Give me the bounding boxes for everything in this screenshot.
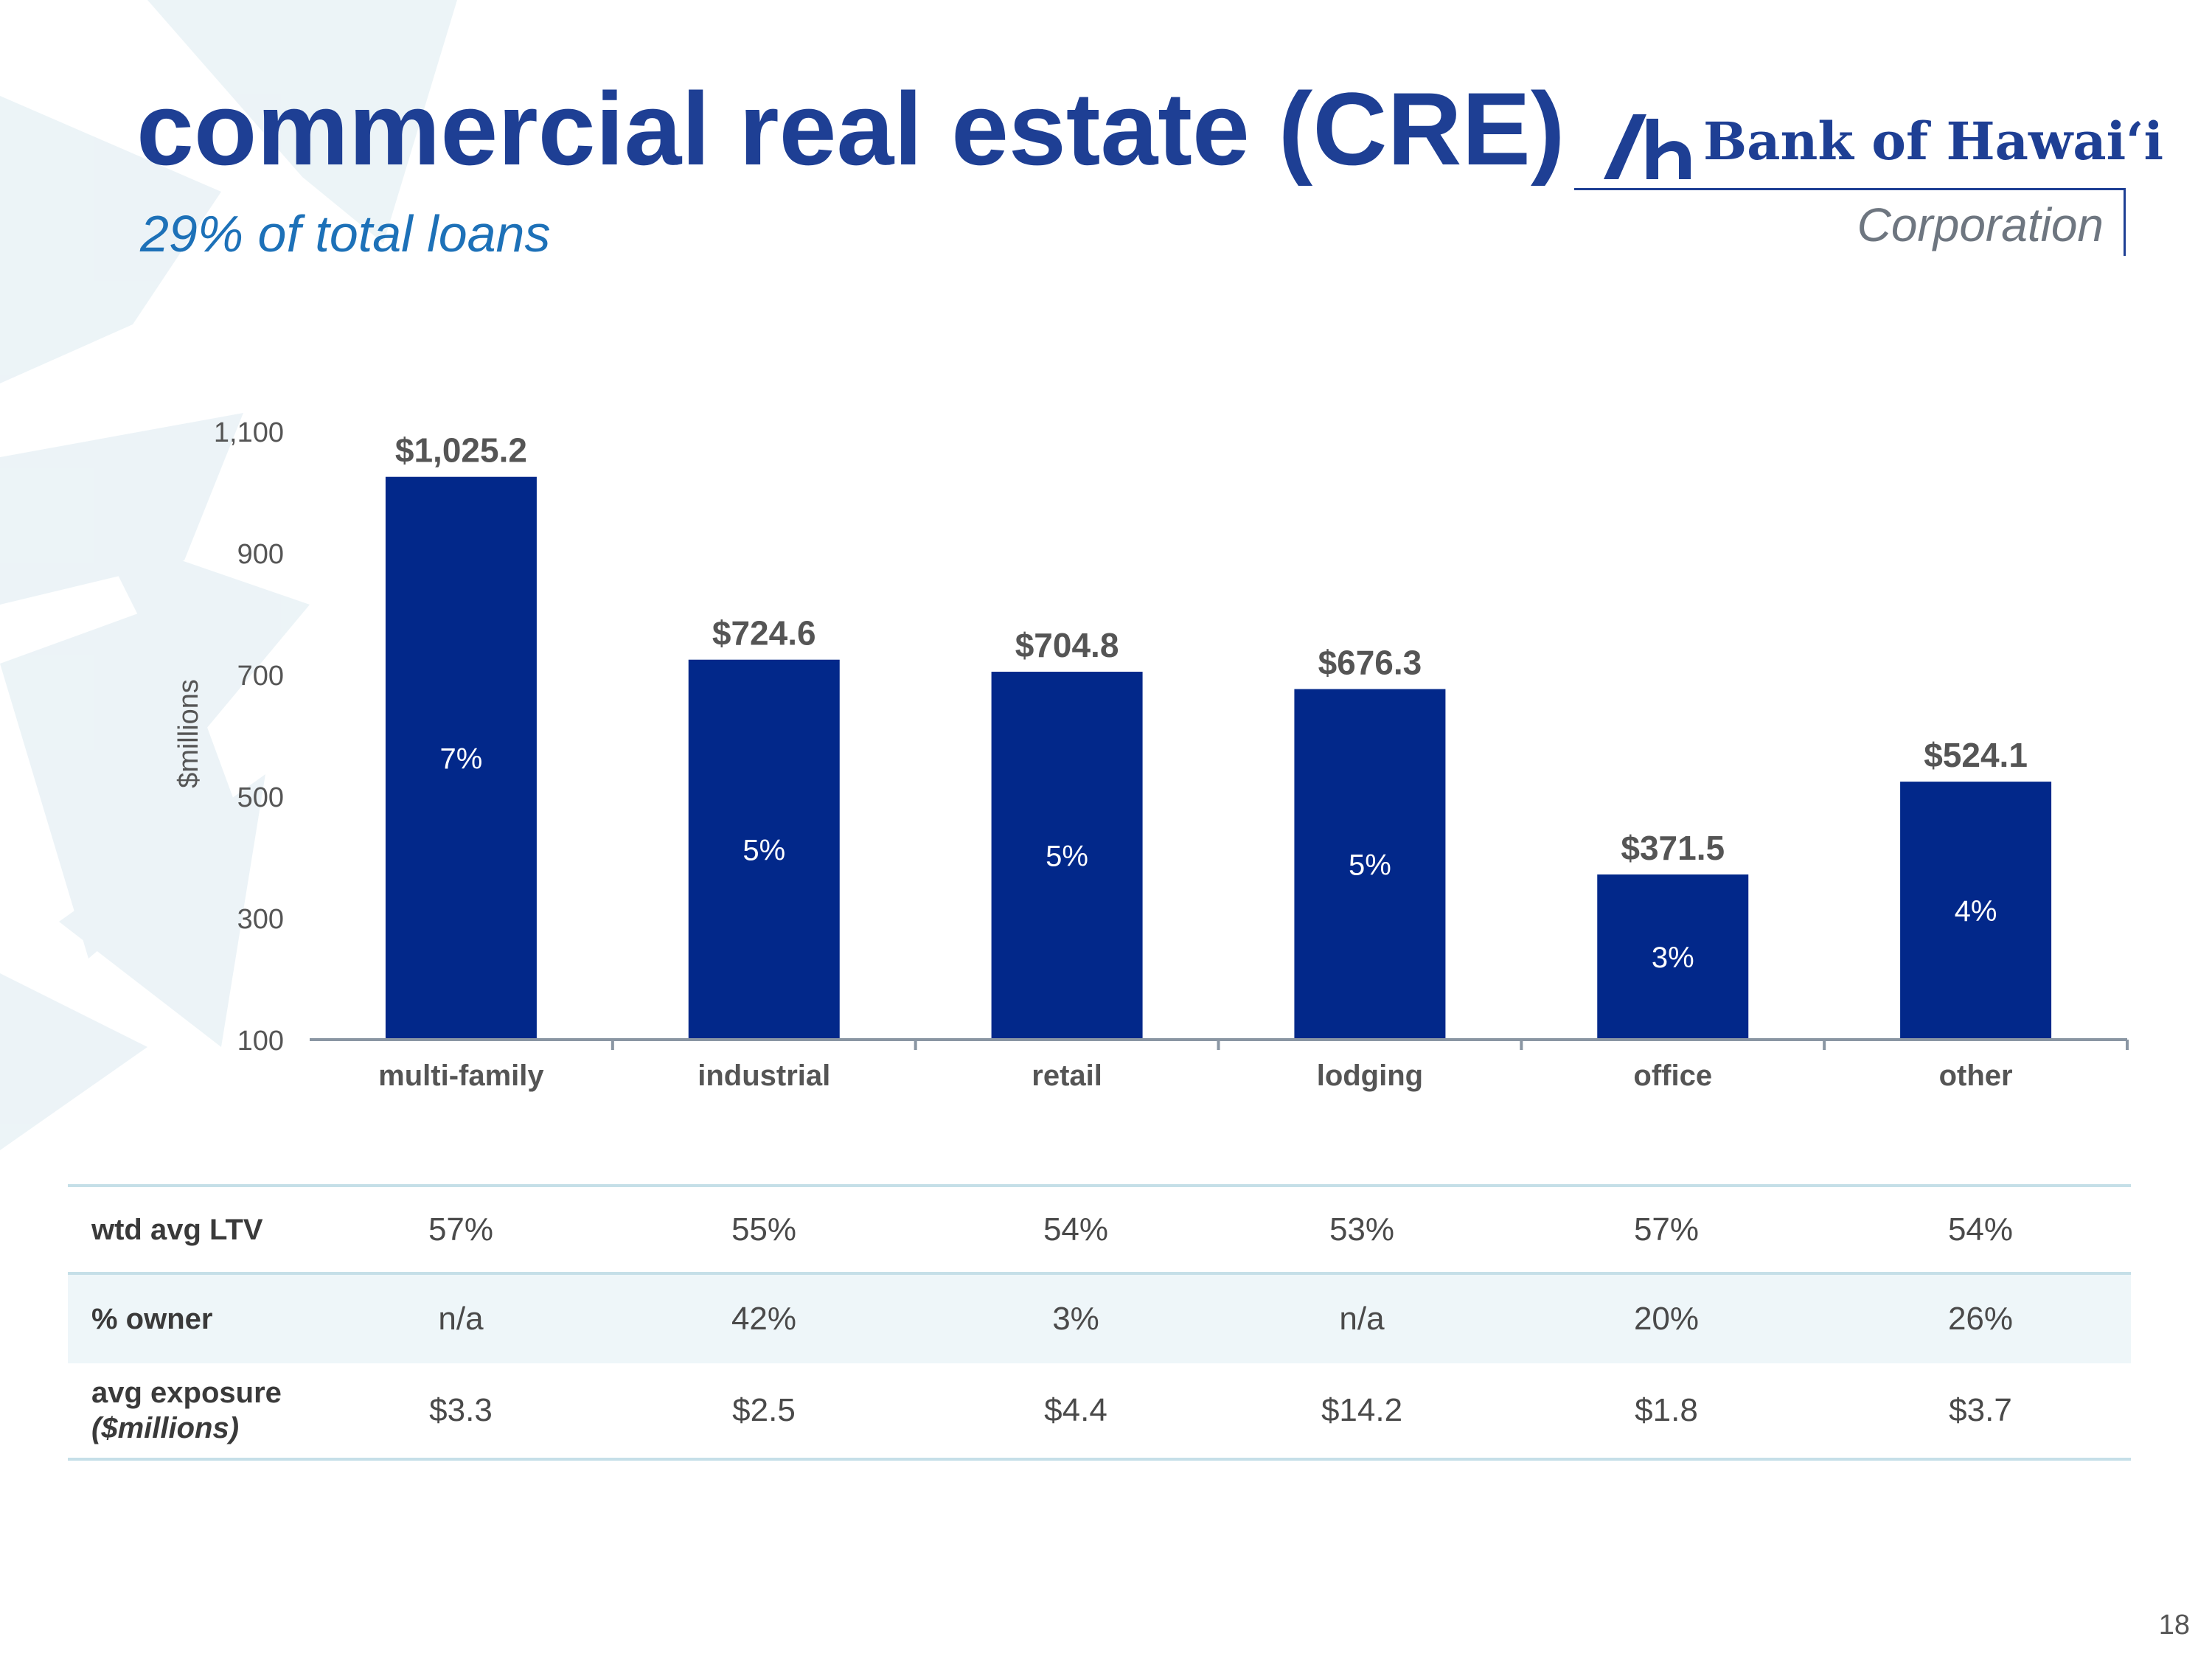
table-cell: 55% (731, 1211, 797, 1248)
table-cell: 53% (1329, 1211, 1395, 1248)
bank-logo-name: Bank of Hawai‘i (1703, 111, 2164, 172)
x-category-label: office (1633, 1060, 1712, 1092)
x-category-label: lodging (1317, 1060, 1423, 1092)
logo-divider-vertical (2124, 188, 2126, 256)
table-row-label-text: % owner (91, 1303, 213, 1335)
x-category-label: industrial (698, 1060, 830, 1092)
table-cell: $14.2 (1321, 1392, 1403, 1428)
bar-value-label: $1,025.2 (395, 431, 527, 470)
bar-share-label: 7% (440, 742, 483, 775)
logo-divider (1574, 188, 2126, 190)
table-cell: $3.7 (1949, 1392, 2012, 1428)
page-subtitle: 29% of total loans (140, 205, 551, 262)
y-axis-ticks: 100 300 500 700 900 1,100 (214, 417, 284, 1057)
bar-share-label: 5% (1349, 849, 1391, 881)
table-cell: $3.3 (429, 1392, 493, 1428)
y-tick-label: 700 (237, 661, 284, 692)
bar-retail (991, 672, 1143, 1040)
table-cell: 3% (1052, 1301, 1099, 1337)
table-rule (68, 1272, 2131, 1275)
y-tick-label: 1,100 (214, 417, 284, 448)
y-tick-label: 300 (237, 904, 284, 935)
bar-value-label: $724.6 (712, 614, 816, 653)
bar-office (1597, 874, 1749, 1040)
y-axis-title: $millions (173, 679, 204, 788)
table-row-label: avg exposure ($millions) (91, 1375, 282, 1446)
bar-multi-family (385, 476, 537, 1040)
y-tick-label: 100 (237, 1026, 284, 1057)
table-cell: 54% (1947, 1211, 2014, 1248)
table-row: wtd avg LTV 57% 55% 54% 53% 57% 54% (68, 1187, 2131, 1272)
table-rule (68, 1184, 2131, 1187)
table-cell: 57% (428, 1211, 494, 1248)
x-axis: multi-family industrial retail lodging offic… (310, 1038, 2129, 1092)
table-row-label-text: wtd avg LTV (91, 1213, 263, 1246)
bar-share-label: 5% (1046, 841, 1088, 873)
bank-logo-mark-icon (1604, 114, 1691, 179)
y-tick-label: 500 (237, 782, 284, 813)
bar-value-label: $676.3 (1318, 644, 1422, 682)
cre-metrics-table: wtd avg LTV 57% 55% 54% 53% 57% 54% % owner n/a 4… (68, 1184, 2131, 1461)
table-cell: $1.8 (1635, 1392, 1698, 1428)
table-cell: 26% (1947, 1301, 2014, 1337)
table-cell: n/a (1339, 1301, 1385, 1337)
table-cell: 54% (1043, 1211, 1109, 1248)
bar-value-label: $371.5 (1621, 829, 1725, 867)
page-number: 18 (2158, 1610, 2190, 1641)
bar-share-label: 4% (1955, 895, 1997, 928)
table-cell: 20% (1633, 1301, 1700, 1337)
bar-value-label: $524.1 (1924, 736, 2028, 774)
table-row-label: % owner (91, 1301, 212, 1337)
table-cell: $2.5 (732, 1392, 796, 1428)
cre-bar-chart: $millions 100 300 500 700 900 1,100 $1,025.2 7… (173, 417, 2129, 1092)
table-cell: n/a (438, 1301, 484, 1337)
x-category-label: multi-family (378, 1060, 544, 1092)
y-tick-label: 900 (237, 539, 284, 570)
table-row-label: wtd avg LTV (91, 1212, 263, 1248)
table-cell: 57% (1633, 1211, 1700, 1248)
table-cell: 42% (731, 1301, 797, 1337)
bars: $1,025.2 7% $724.6 5% $704.8 5% $676.3 5% $371.5… (385, 431, 2052, 1040)
bar-value-label: $704.8 (1015, 626, 1119, 664)
table-row-sublabel: ($millions) (91, 1412, 240, 1444)
bank-logo: Bank of Hawai‘i Corporation (1574, 100, 2163, 276)
bar-share-label: 5% (742, 834, 785, 866)
table-rule (68, 1458, 2131, 1461)
bank-logo-tagline: Corporation (1857, 198, 2104, 251)
bar-other (1900, 782, 2052, 1040)
bar-lodging (1294, 689, 1446, 1040)
table-row-label-text: avg exposure (91, 1377, 282, 1409)
bar-share-label: 3% (1652, 942, 1694, 974)
table-row: avg exposure ($millions) $3.3 $2.5 $4.4 $14.2… (68, 1363, 2131, 1458)
table-cell: $4.4 (1044, 1392, 1107, 1428)
page-title: commercial real estate (CRE) (136, 71, 1565, 187)
bar-industrial (688, 659, 840, 1040)
x-category-label: other (1939, 1060, 2013, 1092)
x-category-label: retail (1032, 1060, 1102, 1092)
table-row: % owner n/a 42% 3% n/a 20% 26% (68, 1275, 2131, 1363)
